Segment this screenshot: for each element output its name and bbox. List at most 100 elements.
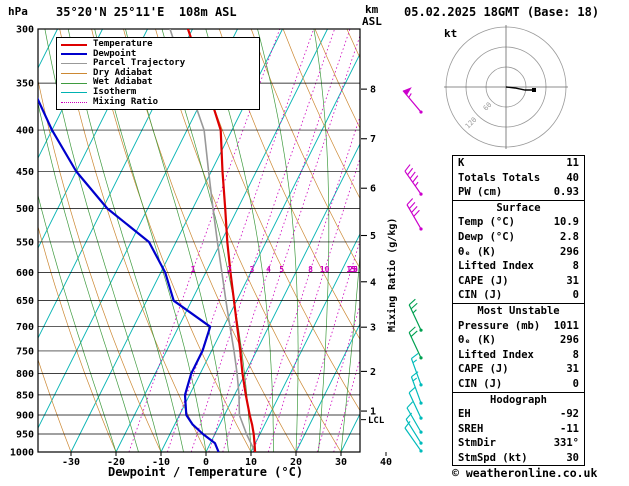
temperature-curve <box>186 29 257 452</box>
stats-hodograph-section: Hodograph EH -92 SREH -11 StmDir 331° StmSp… <box>453 391 584 466</box>
stat-value: 30 <box>566 451 579 464</box>
stat-row: Pressure (mb) 1011 <box>453 319 584 334</box>
legend: Temperature Dewpoint Parcel Trajectory D… <box>56 37 260 111</box>
section-title: Hodograph <box>490 393 547 406</box>
hodograph-trace-end-marker <box>532 88 536 92</box>
stat-label: Totals Totals <box>458 171 541 184</box>
station-title: 35°20'N 25°11'E 108m ASL <box>56 5 237 19</box>
hodograph-ring-label: 60 <box>482 101 494 113</box>
pressure-tick-label: 1000 <box>10 448 34 459</box>
sounding-curves <box>38 29 257 452</box>
temp-tick-label: -30 <box>62 457 80 468</box>
parcel-trajectory-curve <box>169 29 256 452</box>
dewpoint-curve <box>38 97 220 452</box>
stat-label: Lifted Index <box>458 260 534 273</box>
copyright: © weatheronline.co.uk <box>452 466 598 480</box>
stat-row: StmSpd (kt) 30 <box>453 451 584 466</box>
stat-value: 0 <box>572 289 579 302</box>
mixing-ratio-value-label: 10 <box>320 265 330 274</box>
stats-general-section: K 11 Totals Totals 40 PW (cm) 0.93 <box>453 156 584 200</box>
stat-label: K <box>458 157 465 169</box>
stats-panel: K 11 Totals Totals 40 PW (cm) 0.93 Surface … <box>452 155 585 467</box>
stat-row: CIN (J) 0 <box>453 377 584 392</box>
pressure-tick-label: 700 <box>16 322 34 333</box>
legend-label: Isotherm <box>93 86 137 97</box>
stat-label: CIN (J) <box>458 289 503 302</box>
altitude-axis-unit-km: km <box>365 3 379 16</box>
temperature-line-swatch <box>61 43 87 46</box>
mixing-ratio-value-label: 15 <box>346 265 356 274</box>
stats-most-unstable-section: Most Unstable Pressure (mb) 1011 θₑ (K) 29… <box>453 302 584 392</box>
lcl-label: LCL <box>368 416 385 426</box>
stat-row: PW (cm) 0.93 <box>453 185 584 200</box>
temp-tick-label: 20 <box>290 457 302 468</box>
stat-label: CAPE (J) <box>458 274 509 287</box>
stat-label: CIN (J) <box>458 377 503 390</box>
mixing-ratio-value-label: 25 <box>348 265 358 274</box>
legend-label: Dry Adiabat <box>93 67 153 78</box>
km-tick-label: 1 <box>370 407 376 418</box>
stat-value: 2.8 <box>560 230 579 243</box>
legend-item-wet-adiabat: Wet Adiabat <box>61 78 255 88</box>
stat-row: θₑ (K) 296 <box>453 333 584 348</box>
legend-item-isotherm: Isotherm <box>61 86 255 98</box>
stat-label: θₑ (K) <box>458 245 496 258</box>
stat-value: 40 <box>566 171 579 184</box>
km-tick-label: 4 <box>370 277 376 288</box>
stat-row: CIN (J) 0 <box>453 288 584 303</box>
dewpoint-line-swatch <box>61 53 87 56</box>
stat-label: PW (cm) <box>458 186 503 199</box>
stat-label: SREH <box>458 422 484 435</box>
stat-label: CAPE (J) <box>458 363 509 376</box>
mixing-ratio-value-label: 20 <box>348 265 358 274</box>
dry-adiabat-line-swatch <box>61 73 87 75</box>
altitude-axis-unit-asl: ASL <box>362 15 382 28</box>
stat-row: θₑ (K) 296 <box>453 245 584 260</box>
stat-row: StmDir 331° <box>453 436 584 451</box>
mixing-ratio-value-label: 5 <box>279 265 284 274</box>
legend-item-dewpoint: Dewpoint <box>61 48 255 60</box>
stat-value: 8 <box>572 348 579 361</box>
legend-label: Parcel Trajectory <box>93 58 186 69</box>
stat-value: 0.93 <box>553 186 579 199</box>
legend-label: Dewpoint <box>93 48 137 59</box>
legend-label: Wet Adiabat <box>93 77 153 88</box>
temp-tick-label: 30 <box>335 457 347 468</box>
pressure-tick-label: 900 <box>16 410 34 421</box>
stat-value: 1011 <box>553 319 579 332</box>
stat-row: Lifted Index 8 <box>453 259 584 274</box>
mixing-ratio-axis-label: Mixing Ratio (g/kg) <box>387 217 398 332</box>
pressure-tick-label: 450 <box>16 167 34 178</box>
stat-value: 11 <box>566 157 579 169</box>
stat-row: Temp (°C) 10.9 <box>453 215 584 230</box>
km-tick-label: 8 <box>370 85 376 96</box>
stat-row: K 11 <box>453 156 584 171</box>
datetime-label: 05.02.2025 18GMT (Base: 18) <box>404 5 600 19</box>
stat-row: Dewp (°C) 2.8 <box>453 230 584 245</box>
stat-value: 8 <box>572 260 579 273</box>
temp-tick-label: -20 <box>107 457 125 468</box>
stat-row: EH -92 <box>453 407 584 422</box>
hodograph-unit-label: kt <box>444 27 458 40</box>
stat-label: Temp (°C) <box>458 216 515 229</box>
pressure-tick-label: 600 <box>16 268 34 279</box>
stat-label: StmDir <box>458 437 496 450</box>
mixing-ratio-value-label: 1 <box>191 265 196 274</box>
legend-label: Mixing Ratio <box>93 96 159 107</box>
stats-surface-section: Surface Temp (°C) 10.9 Dewp (°C) 2.8 θₑ (K… <box>453 199 584 303</box>
pressure-tick-label: 800 <box>16 369 34 380</box>
pressure-tick-label: 300 <box>16 25 34 36</box>
wind-barb-column <box>402 87 423 453</box>
mixing-ratio-value-label: 4 <box>266 265 271 274</box>
isotherm-line-swatch <box>61 92 87 94</box>
legend-label: Temperature <box>93 39 153 49</box>
section-title: Most Unstable <box>477 304 560 317</box>
pressure-tick-label: 500 <box>16 204 34 215</box>
pressure-tick-label: 750 <box>16 346 34 357</box>
stat-label: Lifted Index <box>458 348 534 361</box>
legend-item-parcel: Parcel Trajectory <box>61 59 255 69</box>
pressure-tick-label: 350 <box>16 79 34 90</box>
